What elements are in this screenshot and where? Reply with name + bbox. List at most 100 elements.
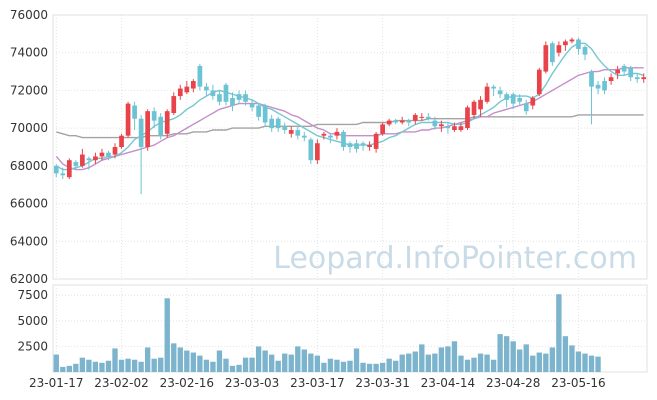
volume-bar bbox=[562, 336, 569, 372]
volume-bar bbox=[569, 345, 575, 372]
volume-bar bbox=[158, 357, 164, 372]
volume-bar bbox=[575, 351, 582, 372]
candle-body bbox=[315, 143, 320, 161]
candle-down bbox=[73, 160, 79, 170]
volume-bar bbox=[471, 357, 477, 372]
candle-body bbox=[204, 86, 209, 91]
candle-body bbox=[99, 152, 105, 157]
candle-down bbox=[589, 69, 594, 125]
candle-down bbox=[576, 37, 581, 55]
candle-body bbox=[243, 94, 248, 102]
candle-down bbox=[151, 107, 157, 129]
volume-bar bbox=[379, 362, 386, 372]
candle-body bbox=[158, 116, 164, 136]
candle-down bbox=[106, 150, 111, 161]
volume-bar bbox=[543, 353, 549, 372]
volume-bar bbox=[360, 362, 366, 372]
candle-body bbox=[217, 94, 222, 102]
candle-body bbox=[412, 114, 418, 121]
price-tick-label: 68000 bbox=[10, 159, 48, 173]
volume-bar bbox=[445, 346, 451, 372]
candle-body bbox=[608, 77, 614, 81]
candle-body bbox=[523, 103, 529, 112]
volume-bar bbox=[282, 353, 288, 372]
candle-down bbox=[634, 73, 640, 83]
volume-bar bbox=[138, 361, 144, 372]
volume-bar bbox=[92, 361, 99, 372]
candle-body bbox=[341, 131, 346, 147]
volume-bar bbox=[99, 362, 105, 372]
candle-up bbox=[458, 122, 464, 132]
volume-bar bbox=[131, 359, 138, 372]
candle-body bbox=[425, 116, 431, 119]
candle-body bbox=[615, 69, 620, 74]
candle-body bbox=[295, 130, 301, 136]
candle-body bbox=[112, 147, 118, 155]
candle-down bbox=[341, 130, 346, 151]
candle-up bbox=[177, 84, 183, 100]
volume-bar bbox=[105, 360, 112, 372]
volume-bar bbox=[451, 341, 458, 372]
candle-up bbox=[99, 148, 105, 161]
candle-up bbox=[171, 92, 177, 115]
date-tick-label: 23-01-17 bbox=[29, 376, 83, 390]
candle-up bbox=[484, 82, 490, 104]
candle-up bbox=[439, 120, 444, 132]
candle-body bbox=[373, 133, 379, 149]
candle-up bbox=[471, 99, 477, 119]
volume-bar bbox=[536, 352, 542, 372]
candle-body bbox=[419, 116, 425, 118]
candle-body bbox=[73, 162, 79, 166]
candle-body bbox=[484, 86, 490, 102]
candle-up bbox=[125, 101, 131, 138]
volume-bar bbox=[295, 346, 301, 372]
candle-down bbox=[621, 64, 627, 76]
ma-mid-line bbox=[55, 67, 644, 171]
candle-body bbox=[321, 133, 327, 136]
candle-down bbox=[138, 114, 144, 195]
candle-body bbox=[497, 90, 503, 95]
candle-body bbox=[634, 77, 640, 80]
candle-body bbox=[582, 47, 588, 55]
candle-body bbox=[210, 90, 216, 97]
candle-body bbox=[393, 120, 399, 123]
volume-bar bbox=[510, 341, 516, 372]
volume-bar bbox=[517, 349, 523, 372]
candle-down bbox=[497, 86, 503, 98]
volume-bar bbox=[530, 355, 536, 372]
candle-body bbox=[262, 105, 268, 123]
volume-bar bbox=[301, 349, 307, 372]
candle-body bbox=[510, 94, 516, 104]
volume-bar bbox=[438, 347, 445, 372]
volume-bar bbox=[432, 353, 438, 372]
date-tick-label: 23-03-03 bbox=[225, 376, 279, 390]
candle-down bbox=[504, 92, 510, 108]
candle-body bbox=[288, 130, 294, 134]
volume-bar bbox=[79, 357, 86, 372]
candle-body bbox=[380, 124, 385, 134]
volume-bar bbox=[190, 352, 197, 372]
volume-bar bbox=[210, 361, 216, 372]
volume-bar bbox=[347, 360, 353, 372]
candle-body bbox=[328, 135, 333, 138]
candle-up bbox=[119, 133, 124, 149]
candle-body bbox=[576, 39, 581, 49]
candle-down bbox=[510, 92, 516, 110]
volume-tick-label: 7500 bbox=[17, 288, 48, 302]
candle-body bbox=[269, 118, 275, 129]
candle-down bbox=[328, 133, 333, 144]
price-tick-label: 64000 bbox=[10, 234, 48, 248]
candle-down bbox=[425, 113, 431, 121]
volume-bar bbox=[262, 350, 268, 372]
candle-body bbox=[184, 86, 190, 93]
candle-body bbox=[354, 143, 359, 149]
price-tick-label: 70000 bbox=[10, 121, 48, 135]
candle-down bbox=[491, 84, 496, 97]
candle-down bbox=[132, 101, 137, 131]
candle-body bbox=[301, 135, 307, 138]
candle-up bbox=[386, 118, 392, 127]
volume-bar bbox=[249, 357, 255, 372]
volume-bar bbox=[177, 347, 183, 372]
volume-bar bbox=[242, 357, 249, 372]
